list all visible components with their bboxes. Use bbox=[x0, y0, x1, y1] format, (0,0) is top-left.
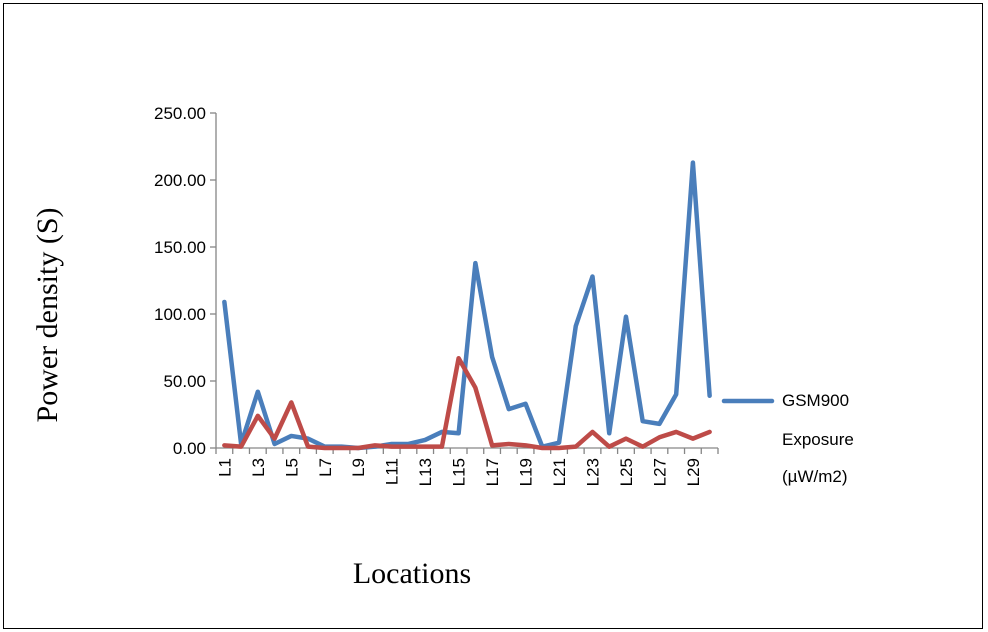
x-tick-label: L17 bbox=[483, 458, 502, 486]
y-axis-ticks: 0.00 50.00 100.00 150.00 200.00 250.00 bbox=[154, 104, 216, 458]
legend-label-line-2: Exposure bbox=[782, 430, 854, 449]
y-tick-label: 200.00 bbox=[154, 171, 206, 190]
legend: GSM900 Exposure (µW/m2) bbox=[721, 391, 854, 486]
series-line-2 bbox=[222, 355, 712, 451]
x-tick-label: L13 bbox=[416, 458, 435, 486]
y-tick-label: 100.00 bbox=[154, 305, 206, 324]
series-line-1 bbox=[222, 160, 712, 451]
x-tick-label: L1 bbox=[215, 458, 234, 477]
x-tick-label: L25 bbox=[617, 458, 636, 486]
x-tick-label: L29 bbox=[684, 458, 703, 486]
y-axis-title: Power density (S) bbox=[31, 208, 64, 423]
x-tick-label: L7 bbox=[316, 458, 335, 477]
x-axis-title: Locations bbox=[353, 557, 471, 590]
x-tick-label: L15 bbox=[450, 458, 469, 486]
series-layer bbox=[222, 160, 712, 451]
x-tick-label: L19 bbox=[517, 458, 536, 486]
y-tick-label: 250.00 bbox=[154, 104, 206, 123]
y-tick-label: 50.00 bbox=[163, 372, 206, 391]
legend-label-line-3: (µW/m2) bbox=[782, 467, 848, 486]
x-tick-label: L23 bbox=[584, 458, 603, 486]
x-tick-label: L5 bbox=[282, 458, 301, 477]
x-tick-label: L27 bbox=[650, 458, 669, 486]
x-tick-label: L11 bbox=[383, 458, 402, 485]
legend-label-line-1: GSM900 bbox=[782, 391, 849, 410]
y-tick-label: 0.00 bbox=[173, 439, 206, 458]
chart-frame bbox=[3, 3, 983, 629]
x-tick-label: L3 bbox=[249, 458, 268, 477]
x-tick-label: L21 bbox=[550, 458, 569, 486]
x-axis-ticks: L1 L3 L5 L7 L9 L11 L13 L15 L17 L19 L21 L23 L25 L27 L29 bbox=[215, 448, 719, 486]
x-tick-label: L9 bbox=[349, 458, 368, 477]
y-tick-label: 150.00 bbox=[154, 238, 206, 257]
